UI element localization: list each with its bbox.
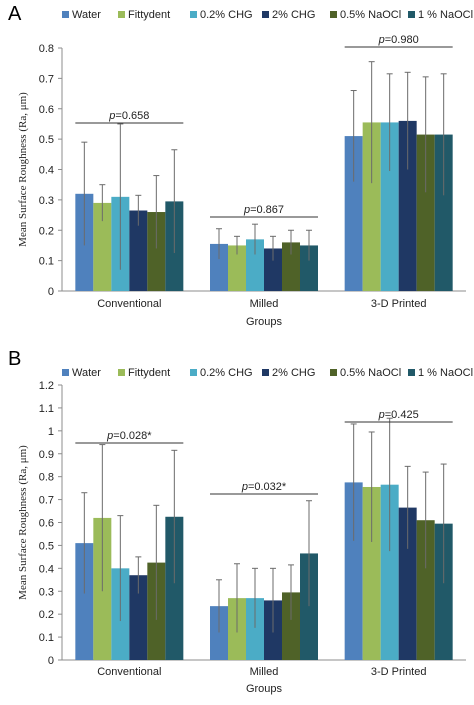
bar [300,553,318,660]
bar [380,122,399,291]
bar [129,210,148,291]
legend-label: 1 % NaOCl [418,9,473,21]
legend-swatch [118,369,125,376]
y-tick-label: 0 [48,286,54,298]
panel-label: A [8,3,22,25]
legend-swatch [190,369,197,376]
legend-label: 0.2% CHG [200,367,253,379]
panel-a: A Water Fittydent 0.2% CHG 2% CHG 0.5% NaOCl… [8,3,473,328]
legend-label: 0.2% CHG [200,9,253,21]
category-label: 3-D Printed [371,666,427,678]
y-tick-label: 0.5 [39,540,54,552]
legend-label: Water [72,367,101,379]
bar [300,245,318,291]
legend-label: 0.5% NaOCl [340,367,401,379]
bar [246,239,264,291]
y-tick-label: 0.1 [39,256,54,268]
bar [210,243,228,291]
bar [380,484,399,660]
y-tick-label: 0.6 [39,104,54,116]
legend-label: Fittydent [128,367,170,379]
y-tick-label: 1.2 [39,380,54,392]
bar [228,245,246,291]
bar [344,482,363,660]
category-label: Milled [250,666,279,678]
y-tick-label: 0.3 [39,586,54,598]
p-value-label: p=0.028* [106,430,152,442]
y-tick-label: 0.5 [39,134,54,146]
x-axis-label: Groups [246,683,283,695]
bar [264,248,282,291]
legend-label: 2% CHG [272,9,315,21]
bar [416,134,435,291]
panel-b: B Water Fittydent 0.2% CHG 2% CHG 0.5% NaOCl… [8,348,473,695]
x-axis-label: Groups [246,316,283,328]
bar [362,486,381,660]
bar [75,543,94,660]
category-label: Conventional [97,666,161,678]
bar [344,136,363,291]
category-label: Conventional [97,298,161,310]
y-tick-label: 0.4 [39,165,54,177]
bar [416,520,435,660]
bar [434,134,453,291]
legend-swatch [262,369,269,376]
y-tick-label: 0.9 [39,449,54,461]
bar [129,575,148,660]
legend-swatch [262,11,269,18]
legend-label: 1 % NaOCl [418,367,473,379]
legend-swatch [408,11,415,18]
legend-swatch [62,369,69,376]
bar [165,516,184,660]
y-axis-label: Mean Surface Roughness (Ra, μm) [17,445,29,600]
bar [210,606,228,660]
bar [362,122,381,291]
legend-swatch [62,11,69,18]
p-value-label: p=0.658 [108,110,149,122]
category-label: 3-D Printed [371,298,427,310]
bar [434,523,453,660]
y-tick-label: 0.2 [39,225,54,237]
legend-swatch [190,11,197,18]
legend-swatch [118,11,125,18]
y-tick-label: 1 [48,426,54,438]
y-tick-label: 0.8 [39,43,54,55]
category-label: Milled [250,298,279,310]
y-tick-label: 0.2 [39,609,54,621]
y-tick-label: 0.6 [39,518,54,530]
y-tick-label: 0.4 [39,563,54,575]
legend-swatch [330,369,337,376]
y-tick-label: 1.1 [39,403,54,415]
legend-swatch [408,369,415,376]
y-tick-label: 0 [48,655,54,667]
legend-label: 2% CHG [272,367,315,379]
p-value-label: p=0.425 [378,409,419,421]
p-value-label: p=0.032* [241,481,287,493]
p-value-label: p=0.980 [378,34,419,46]
bar [147,212,166,291]
y-axis-label: Mean Surface Roughness (Ra, μm) [17,92,29,247]
y-tick-label: 0.1 [39,632,54,644]
bar [398,120,417,292]
y-tick-label: 0.8 [39,472,54,484]
legend-label: Water [72,9,101,21]
legend-label: Fittydent [128,9,170,21]
bar [282,242,300,291]
y-tick-label: 0.7 [39,495,54,507]
bar [93,202,112,291]
panel-label: B [8,348,21,370]
bar [282,592,300,660]
y-tick-label: 0.3 [39,195,54,207]
bar [398,507,417,660]
y-tick-label: 0.7 [39,73,54,85]
p-value-label: p=0.867 [243,204,284,216]
bar [246,598,264,660]
legend-label: 0.5% NaOCl [340,9,401,21]
legend-swatch [330,11,337,18]
